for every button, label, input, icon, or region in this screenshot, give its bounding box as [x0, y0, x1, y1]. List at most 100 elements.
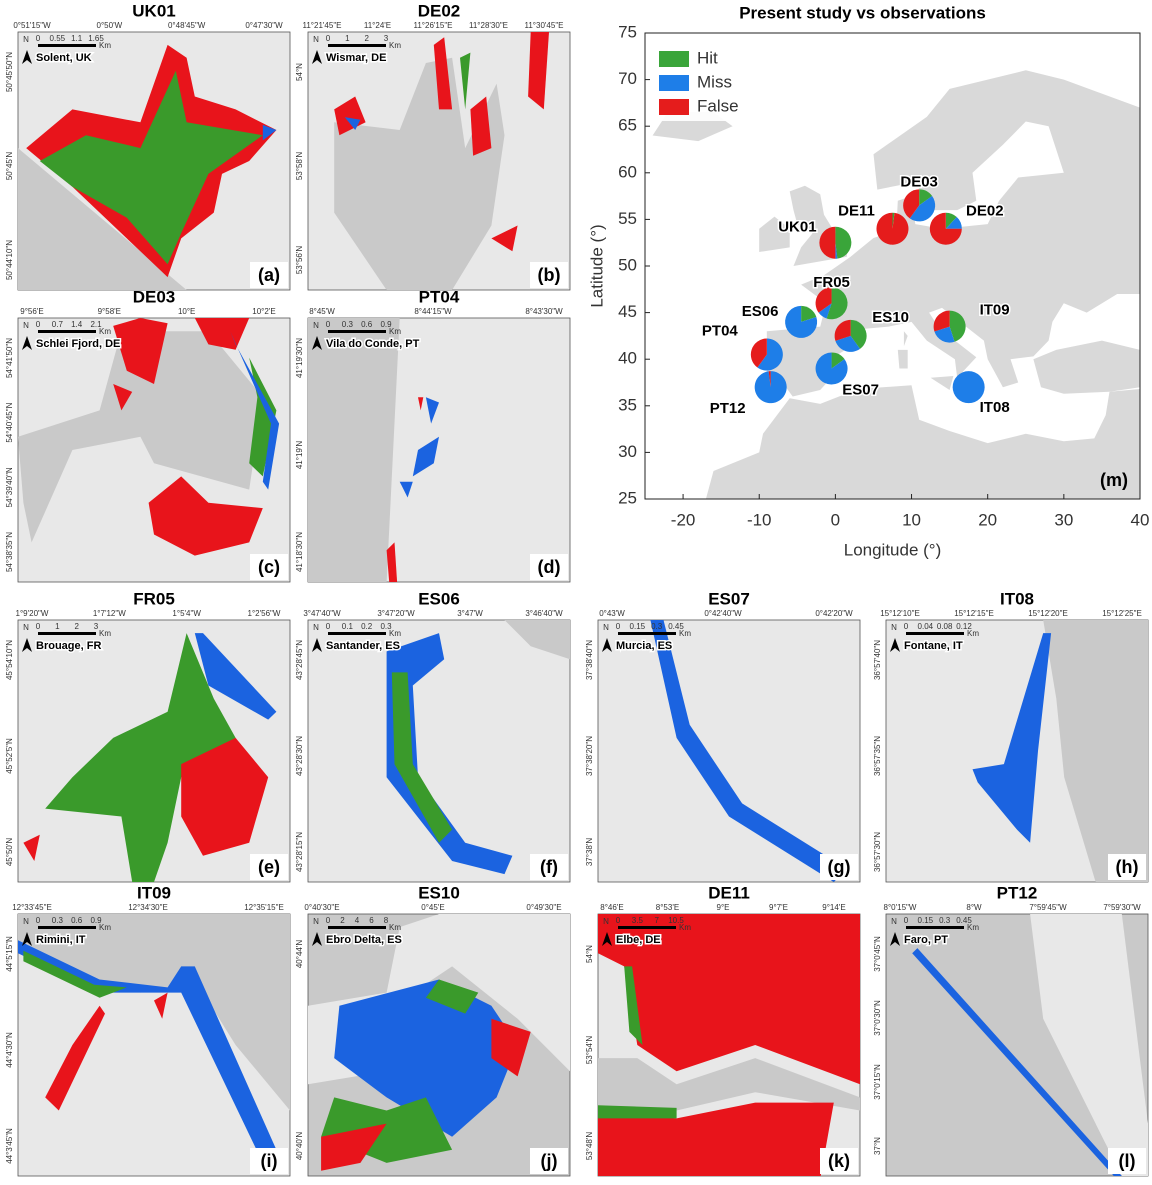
- scale-label: 0: [326, 34, 331, 43]
- top-coordinate: 0°43'W: [599, 609, 625, 618]
- top-coordinate: 12°35'15"E: [244, 903, 284, 912]
- scale-bar: [328, 632, 386, 635]
- north-label: N: [313, 917, 319, 926]
- place-label: Fontane, IT: [904, 640, 963, 652]
- place-label: Murcia, ES: [616, 640, 672, 652]
- left-coordinate: 43°28'45"N: [295, 640, 304, 680]
- left-coordinate: 53°54'N: [585, 1036, 594, 1065]
- left-coordinate: 53°58'N: [295, 152, 304, 181]
- top-coordinate: 8°53'E: [656, 903, 679, 912]
- top-coordinate: 15°12'15"E: [954, 609, 994, 618]
- site-label: ES06: [742, 303, 779, 320]
- panel-letter: (i): [261, 1151, 278, 1171]
- y-tick-label: 65: [618, 116, 637, 135]
- north-label: N: [891, 623, 897, 632]
- y-tick-label: 60: [618, 162, 637, 181]
- pie-slice: [876, 213, 908, 245]
- scale-bar: [328, 926, 386, 929]
- scale-label: 0.55: [50, 34, 66, 43]
- scale-bar: [38, 44, 96, 47]
- top-coordinate: 1°9'20"W: [16, 609, 49, 618]
- site-label: IT08: [980, 399, 1010, 416]
- left-coordinate: 41°18'30"N: [295, 532, 304, 572]
- left-coordinate: 40°40'N: [295, 1132, 304, 1161]
- scale-label: 0.3: [342, 320, 354, 329]
- scale-unit: Km: [967, 629, 979, 638]
- top-coordinate: 0°42'20"W: [815, 609, 853, 618]
- top-coordinate: 7°59'45"W: [1029, 903, 1067, 912]
- scale-bar: [38, 926, 96, 929]
- panel-title: DE11: [708, 883, 750, 902]
- scale-unit: Km: [99, 923, 111, 932]
- left-coordinate: 36°57'35"N: [873, 736, 882, 776]
- x-axis-label: Longitude (°): [844, 540, 942, 559]
- place-label: Faro, PT: [904, 934, 948, 946]
- panel-title: DE02: [418, 1, 461, 20]
- legend-label: Miss: [697, 72, 732, 91]
- north-label: N: [603, 917, 609, 926]
- map-panel: PT048°45'W8°44'15"W8°43'30"W41°19'30"N41…: [295, 287, 570, 582]
- north-label: N: [23, 623, 29, 632]
- top-coordinate: 15°12'10"E: [880, 609, 920, 618]
- panel-letter: (c): [258, 557, 280, 577]
- left-coordinate: 54°N: [585, 945, 594, 963]
- north-label: N: [23, 35, 29, 44]
- scale-unit: Km: [389, 923, 401, 932]
- scale-label: 0: [616, 916, 621, 925]
- scale-label: 0.3: [939, 916, 951, 925]
- place-label: Santander, ES: [326, 640, 400, 652]
- place-label: Elbe, DE: [616, 934, 661, 946]
- site-pie: [934, 311, 966, 343]
- place-label: Vila do Conde, PT: [326, 338, 420, 350]
- scale-unit: Km: [389, 327, 401, 336]
- left-coordinate: 53°56'N: [295, 246, 304, 275]
- panel-title: DE03: [133, 287, 176, 306]
- x-tick-label: 0: [831, 510, 840, 529]
- left-coordinate: 37°38'N: [585, 838, 594, 867]
- site-pie: [903, 189, 935, 221]
- panel-letter: (h): [1116, 857, 1139, 877]
- legend-swatch: [659, 99, 689, 115]
- left-coordinate: 54°N: [295, 63, 304, 81]
- scale-label: 6: [369, 916, 374, 925]
- panel-title: PT04: [419, 287, 460, 306]
- left-coordinate: 44°4'30"N: [5, 1032, 14, 1068]
- scale-unit: Km: [389, 41, 401, 50]
- left-coordinate: 44°5'15"N: [5, 936, 14, 972]
- y-tick-label: 45: [618, 302, 637, 321]
- place-label: Solent, UK: [36, 52, 92, 64]
- chart-title: Present study vs observations: [739, 3, 986, 22]
- top-coordinate: 0°51'15"W: [13, 21, 51, 30]
- top-coordinate: 8°46'E: [600, 903, 623, 912]
- place-label: Rimini, IT: [36, 934, 86, 946]
- left-coordinate: 54°40'45"N: [5, 402, 14, 442]
- top-coordinate: 8°W: [966, 903, 982, 912]
- scale-label: 1: [345, 34, 350, 43]
- scale-label: 0.15: [918, 916, 934, 925]
- scale-label: 0: [904, 916, 909, 925]
- north-label: N: [23, 917, 29, 926]
- place-label: Wismar, DE: [326, 52, 386, 64]
- place-label: Brouage, FR: [36, 640, 101, 652]
- place-label: Ebro Delta, ES: [326, 934, 402, 946]
- scale-label: 0.6: [361, 320, 373, 329]
- top-coordinate: 0°40'30"E: [304, 903, 339, 912]
- left-coordinate: 50°45'50"N: [5, 52, 14, 92]
- site-pie: [876, 213, 908, 245]
- panel-title: ES06: [418, 589, 460, 608]
- panel-title: ES07: [708, 589, 750, 608]
- panel-letter: (f): [540, 857, 558, 877]
- scale-unit: Km: [967, 923, 979, 932]
- top-coordinate: 1°7'12"W: [93, 609, 126, 618]
- scale-label: 1.4: [71, 320, 83, 329]
- map-panel: ES070°43'W0°42'40"W0°42'20"W37°38'40"N37…: [585, 589, 860, 882]
- scale-label: 0: [326, 916, 331, 925]
- scale-label: 2: [364, 34, 369, 43]
- scale-bar: [906, 632, 964, 635]
- top-coordinate: 0°50'W: [97, 21, 123, 30]
- pie-slice: [755, 371, 787, 403]
- left-coordinate: 36°57'40"N: [873, 640, 882, 680]
- scale-unit: Km: [389, 629, 401, 638]
- left-coordinate: 54°38'35"N: [5, 532, 14, 572]
